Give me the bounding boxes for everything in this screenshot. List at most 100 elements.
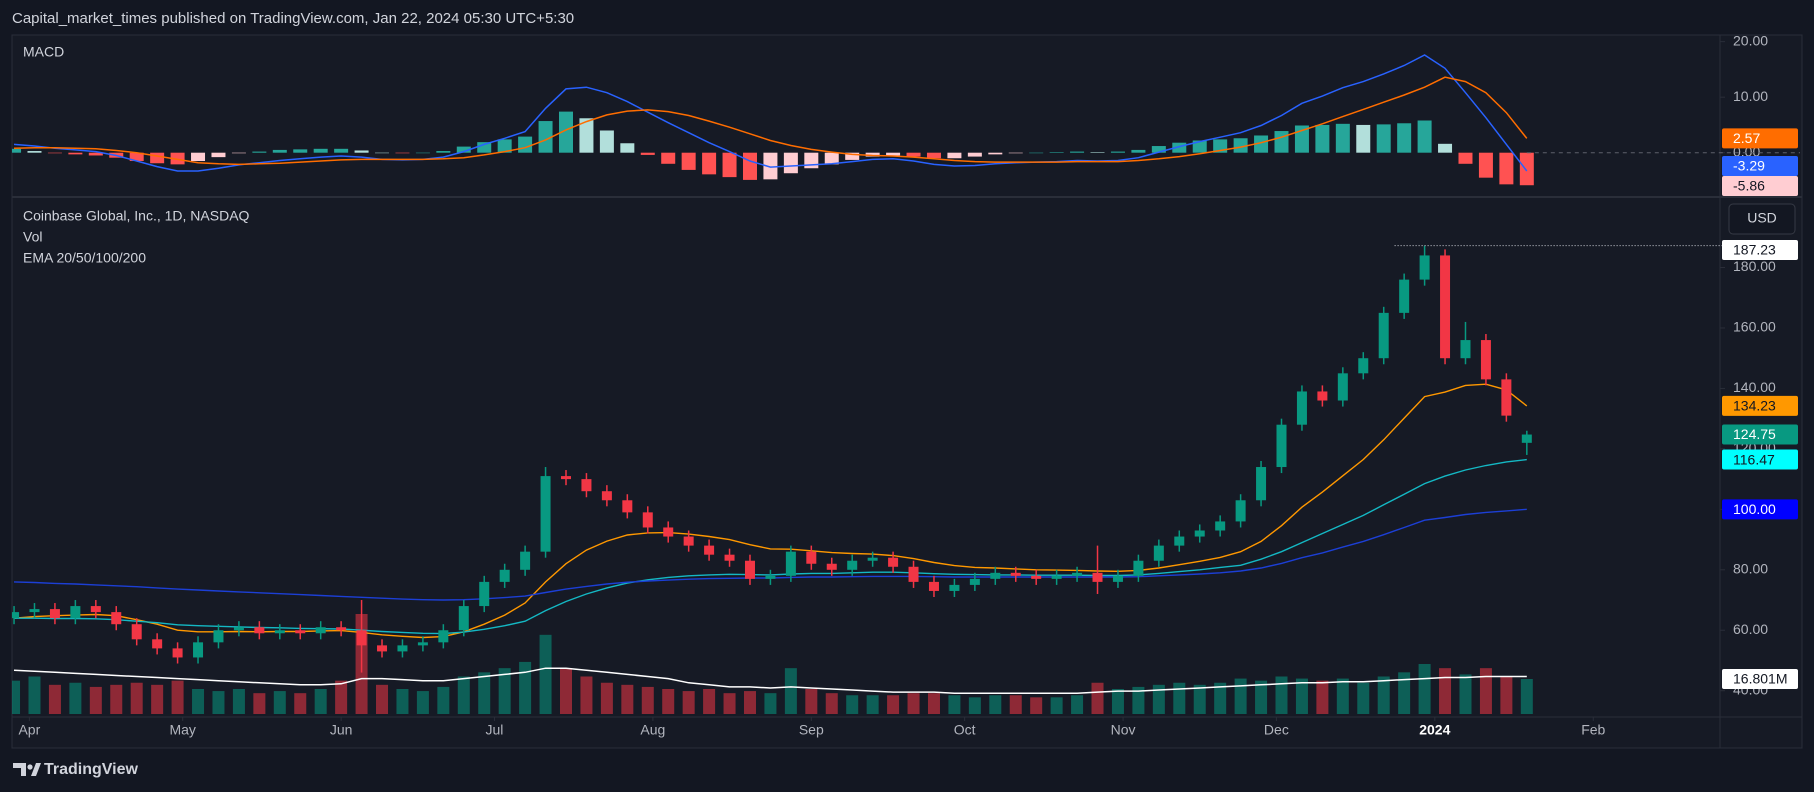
histogram-bar — [1090, 152, 1105, 153]
y-tick-label: 140.00 — [1733, 379, 1776, 395]
candle-body — [336, 627, 347, 631]
histogram-bar — [252, 151, 267, 153]
volume-bar — [989, 695, 1002, 714]
histogram-bar — [293, 149, 308, 153]
price-label: -3.29 — [1733, 158, 1765, 174]
y-tick-label: 20.00 — [1733, 32, 1768, 48]
candle-body — [233, 627, 244, 631]
volume-bar — [641, 686, 654, 714]
volume-bar — [1398, 672, 1411, 714]
volume-bar — [253, 693, 266, 714]
candle-body — [949, 584, 960, 591]
volume-bar — [948, 695, 961, 714]
histogram-bar — [967, 152, 982, 157]
price-label: -5.86 — [1733, 178, 1765, 194]
volume-bar — [846, 695, 859, 714]
histogram-bar — [702, 152, 717, 175]
volume-bar — [866, 695, 879, 714]
candle-body — [1010, 572, 1021, 576]
histogram-bar — [661, 152, 676, 164]
volume-bar — [1500, 676, 1513, 714]
histogram-bar — [88, 152, 103, 156]
volume-bar — [1193, 684, 1206, 714]
price-label-box — [1722, 156, 1798, 176]
volume-bar — [1214, 682, 1227, 714]
candle-body — [1440, 255, 1451, 359]
volume-bar — [1520, 678, 1533, 714]
candle-body — [1112, 575, 1123, 582]
candle-body — [1501, 379, 1512, 416]
volume-bar — [1132, 686, 1145, 714]
candle-body — [847, 560, 858, 570]
candle-body — [520, 551, 531, 570]
volume-bar — [968, 697, 981, 714]
y-tick-label: 80.00 — [1733, 560, 1768, 576]
candle-body — [724, 554, 735, 561]
candle-body — [990, 572, 1001, 579]
candle-body — [458, 606, 469, 631]
candle-body — [806, 551, 817, 564]
volume-bar — [1377, 676, 1390, 714]
candle-body — [90, 606, 101, 613]
volume-bar — [478, 672, 491, 714]
volume-bar — [192, 689, 205, 714]
candle-body — [1194, 530, 1205, 537]
candle-body — [131, 624, 142, 640]
histogram-bar — [681, 152, 696, 170]
price-label: 116.47 — [1733, 451, 1775, 467]
histogram-bar — [12, 148, 22, 153]
volume-bar — [682, 691, 695, 714]
candle-body — [581, 479, 592, 492]
price-label: 2.57 — [1733, 130, 1760, 146]
histogram-bar — [395, 152, 410, 154]
volume-ma-line — [13, 667, 1527, 694]
volume-bar — [1173, 682, 1186, 714]
histogram-bar — [1397, 123, 1412, 153]
volume-bar — [28, 676, 41, 714]
histogram-bar — [150, 152, 165, 164]
volume-bar — [314, 689, 327, 714]
histogram-bar — [518, 136, 533, 153]
candle-body — [172, 648, 183, 658]
currency-label[interactable]: USD — [1747, 210, 1777, 226]
volume-bar — [1439, 668, 1452, 714]
histogram-bar — [1131, 149, 1146, 153]
candle-body — [1419, 255, 1430, 280]
price-label: 16.801M — [1733, 671, 1787, 687]
y-tick-label: 10.00 — [1733, 88, 1768, 104]
candle-body — [417, 642, 428, 646]
histogram-bar — [1519, 152, 1534, 186]
currency-button[interactable] — [1728, 203, 1796, 235]
histogram-bar — [988, 152, 1003, 155]
volume-bar — [1111, 689, 1124, 714]
volume-bar — [48, 684, 61, 714]
histogram-bar — [599, 130, 614, 153]
x-tick-label: Apr — [18, 722, 40, 738]
histogram-bar — [477, 142, 492, 153]
histogram-bar — [947, 152, 962, 159]
volume-bar — [1050, 697, 1063, 714]
histogram-bar — [865, 152, 880, 157]
histogram-bar — [456, 146, 471, 153]
histogram-bar — [68, 152, 83, 155]
histogram-bar — [170, 152, 185, 165]
candle-body — [295, 630, 306, 634]
volume-bar — [1091, 682, 1104, 714]
candle-body — [1153, 545, 1164, 561]
volume-bar — [560, 668, 573, 714]
candle-body — [744, 560, 755, 579]
volume-bar — [416, 691, 429, 714]
histogram-bar — [1233, 138, 1248, 153]
candle-body — [397, 645, 408, 652]
candle-body — [1031, 575, 1042, 579]
candle-body — [1051, 575, 1062, 579]
candle-body — [683, 536, 694, 546]
volume-bar — [294, 693, 307, 714]
histogram-bar — [579, 118, 594, 153]
price-pane — [12, 245, 1533, 714]
x-tick-label: Aug — [640, 722, 665, 738]
volume-bar — [927, 693, 940, 714]
histogram-bar — [845, 152, 860, 160]
candle-body — [1480, 340, 1491, 380]
